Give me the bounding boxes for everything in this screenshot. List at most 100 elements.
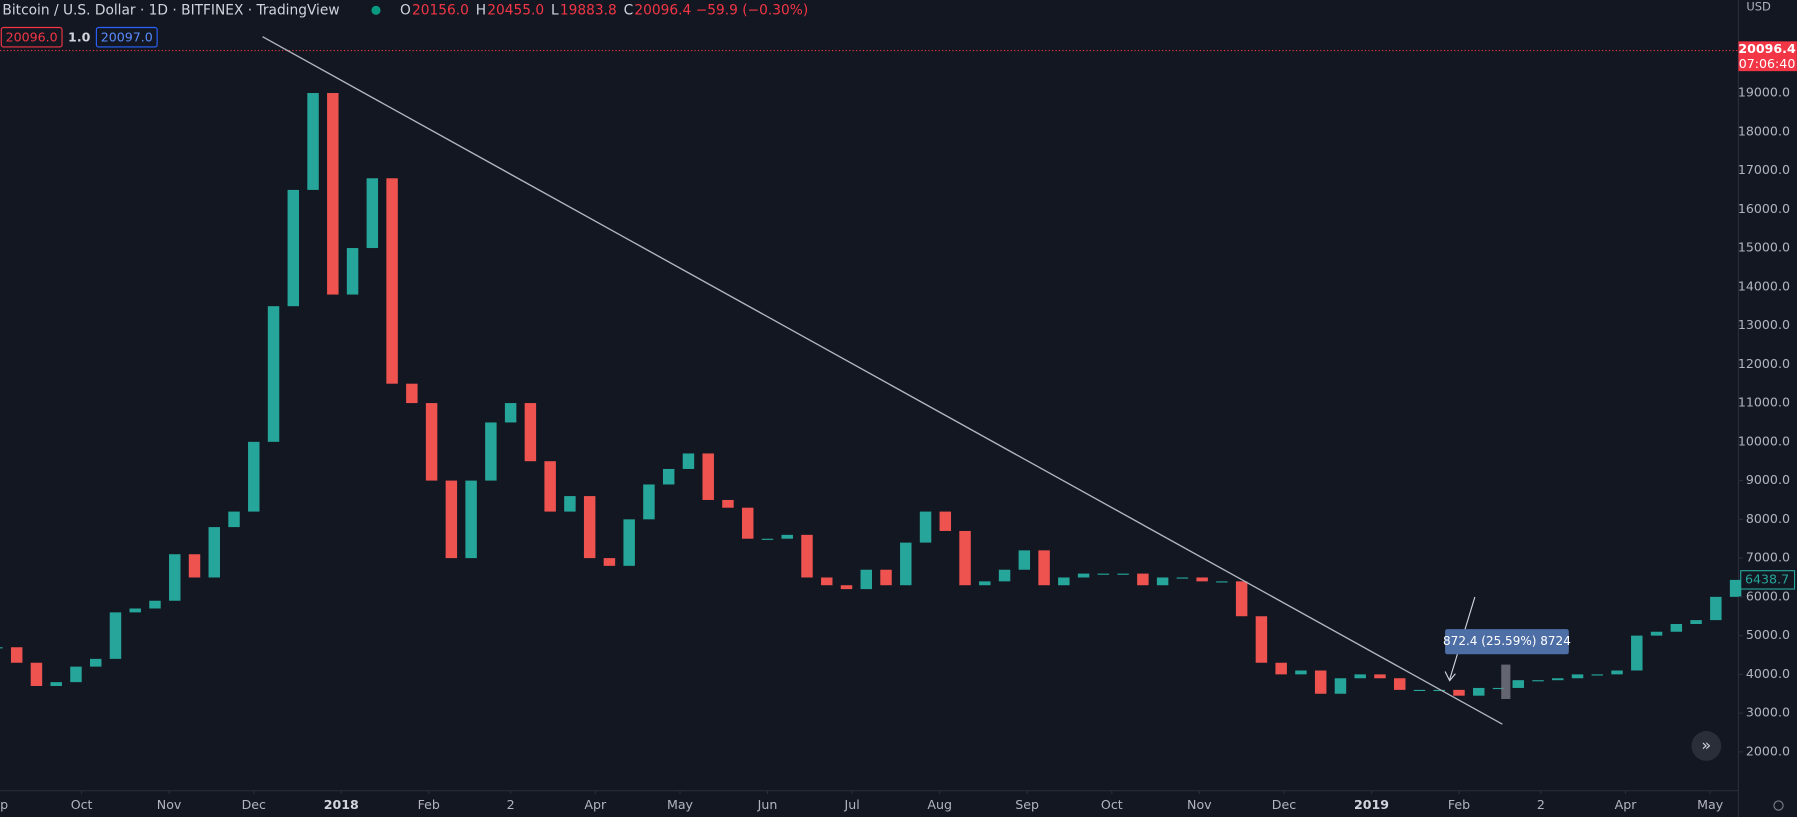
candle [821,577,833,586]
scroll-icon: » [1701,735,1711,754]
x-tick-label: Apr [1615,797,1638,812]
current-price-tag [1740,570,1796,590]
candle [1137,573,1149,586]
x-tick-label: 2019 [1354,797,1389,812]
candle [1275,662,1287,675]
candle [603,558,616,566]
candle [149,600,161,609]
candle [228,511,240,528]
ohlc-value: 20455.0 [487,2,544,18]
annotation: 872.4 (25.59%) 8724 [1443,634,1571,648]
candle [544,461,556,512]
candle [1571,674,1584,679]
x-tick-label: May [667,797,694,812]
candle [504,403,517,423]
y-tick-label: 18000.0 [1738,123,1790,138]
candle [1077,573,1090,578]
x-tick-label: May [1697,797,1724,812]
x-tick-label: 2 [1537,797,1545,812]
candle [1413,689,1426,692]
candle [623,519,635,566]
candle [248,441,260,512]
candle [485,422,497,481]
ohlc-value: 20096.4 [634,2,691,18]
y-tick-label: 16000.0 [1738,201,1790,216]
x-tick-label: Jul [844,797,860,812]
candle [1710,596,1722,621]
y-tick-label: 15000.0 [1738,240,1790,255]
bid-box[interactable] [0,26,63,48]
scroll-button[interactable] [1691,731,1722,761]
x-tick-label: Feb [1448,797,1470,812]
candle [1255,616,1268,663]
candle [722,499,734,508]
y-tick-label: 8000.0 [1746,511,1790,526]
y-tick-label: 11000.0 [1738,395,1790,410]
x-tick-label: p [0,797,8,812]
x-tick-label: Dec [1272,797,1296,812]
ohlc-key: O [400,2,411,18]
candle [564,496,576,512]
x-tick-label: Apr [584,797,607,812]
candle [1018,550,1031,570]
candle [1235,581,1248,617]
candle [880,569,892,586]
ohlc-key: L [551,2,559,18]
candle [1650,631,1663,636]
x-tick-label: Sep [1015,797,1039,812]
change: −59.9 (−0.30%) [696,2,808,18]
x-tick-label: Nov [157,797,182,812]
ask: 20097.0 [101,29,153,44]
candle [1670,623,1683,632]
candle [208,527,220,578]
y-tick-label: 4000.0 [1746,666,1790,681]
spread: 1.0 [68,29,91,44]
trend-line[interactable] [262,36,1503,725]
x-tick-label: Oct [1101,797,1123,812]
y-tick-label: 3000.0 [1746,705,1790,720]
candle [169,554,181,601]
candle [1532,680,1544,682]
bid: 20096.0 [6,29,58,44]
candle [129,608,141,613]
candle [682,453,695,469]
x-tick-label: Oct [71,797,93,812]
candle [1393,678,1406,690]
candle [425,403,438,481]
candle [307,93,319,190]
candle [346,248,359,295]
ohlc-value: 20156.0 [412,2,469,18]
candle [1374,674,1386,679]
settings-icon[interactable] [1773,800,1784,811]
candle [1334,678,1347,694]
y-tick-label: 2000.0 [1746,743,1790,758]
candle [10,647,23,663]
candle [366,178,379,249]
candle [1038,550,1050,586]
x-tick-label: Feb [418,797,440,812]
candle [1453,689,1465,696]
candle [30,662,43,687]
candle [524,403,537,462]
candle [702,453,714,500]
currency[interactable]: USD [1746,0,1771,13]
candle [109,612,122,659]
candle [781,534,793,539]
current-price-label: 6438.7 [1745,571,1789,586]
candle [1097,573,1110,575]
y-tick-label: 13000.0 [1738,317,1790,332]
candle [939,511,952,531]
candle [287,189,300,307]
ohlc-key: C [624,2,634,18]
symbol: Bitcoin / U.S. Dollar · 1D · BITFINEX · … [2,2,339,18]
ask-box[interactable] [95,26,158,48]
candle [998,569,1011,582]
candle [1492,687,1505,690]
candle [643,484,655,520]
candle [50,682,62,687]
y-tick-label: 12000.0 [1738,356,1790,371]
candle [662,468,675,485]
candle [1729,579,1742,597]
candle [1690,620,1702,624]
